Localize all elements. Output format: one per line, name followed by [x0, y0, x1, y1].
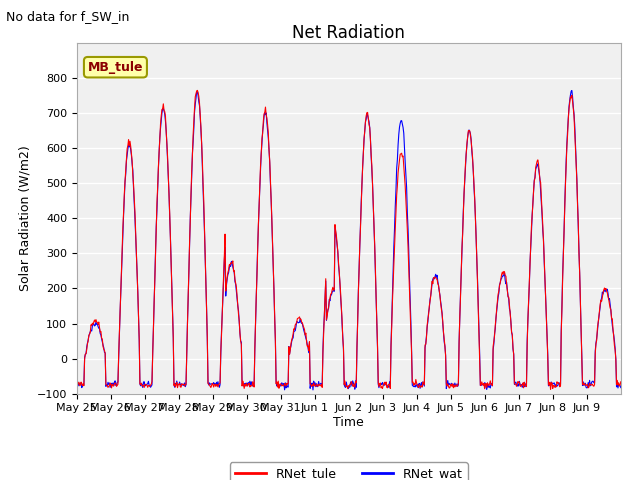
Text: No data for f_SW_in: No data for f_SW_in — [6, 10, 130, 23]
RNet_wat — [309, 387, 317, 393]
RNet_tule — [237, 342, 245, 348]
X-axis label: Time: Time — [333, 416, 364, 429]
RNet_wat — [568, 88, 576, 94]
RNet_tule — [436, 293, 444, 299]
RNet_tule — [193, 87, 201, 93]
RNet_wat — [137, 383, 145, 389]
Legend: RNet_tule, RNet_wat: RNet_tule, RNet_wat — [230, 462, 468, 480]
RNet_tule — [285, 344, 292, 349]
Line: RNet_wat: RNet_wat — [77, 91, 621, 390]
RNet_wat — [284, 384, 292, 390]
RNet_wat — [617, 385, 625, 391]
Y-axis label: Solar Radiation (W/m2): Solar Radiation (W/m2) — [18, 145, 31, 291]
RNet_wat — [237, 338, 244, 344]
RNet_wat — [436, 292, 444, 298]
RNet_tule — [617, 379, 625, 384]
RNet_wat — [73, 383, 81, 389]
RNet_tule — [73, 381, 81, 387]
RNet_tule — [547, 386, 554, 392]
Title: Net Radiation: Net Radiation — [292, 24, 405, 42]
RNet_tule — [406, 285, 413, 290]
Line: RNet_tule: RNet_tule — [77, 90, 621, 389]
RNet_tule — [264, 130, 272, 135]
RNet_tule — [137, 382, 145, 387]
RNet_wat — [406, 274, 413, 280]
RNet_wat — [264, 128, 271, 133]
Text: MB_tule: MB_tule — [88, 61, 143, 74]
